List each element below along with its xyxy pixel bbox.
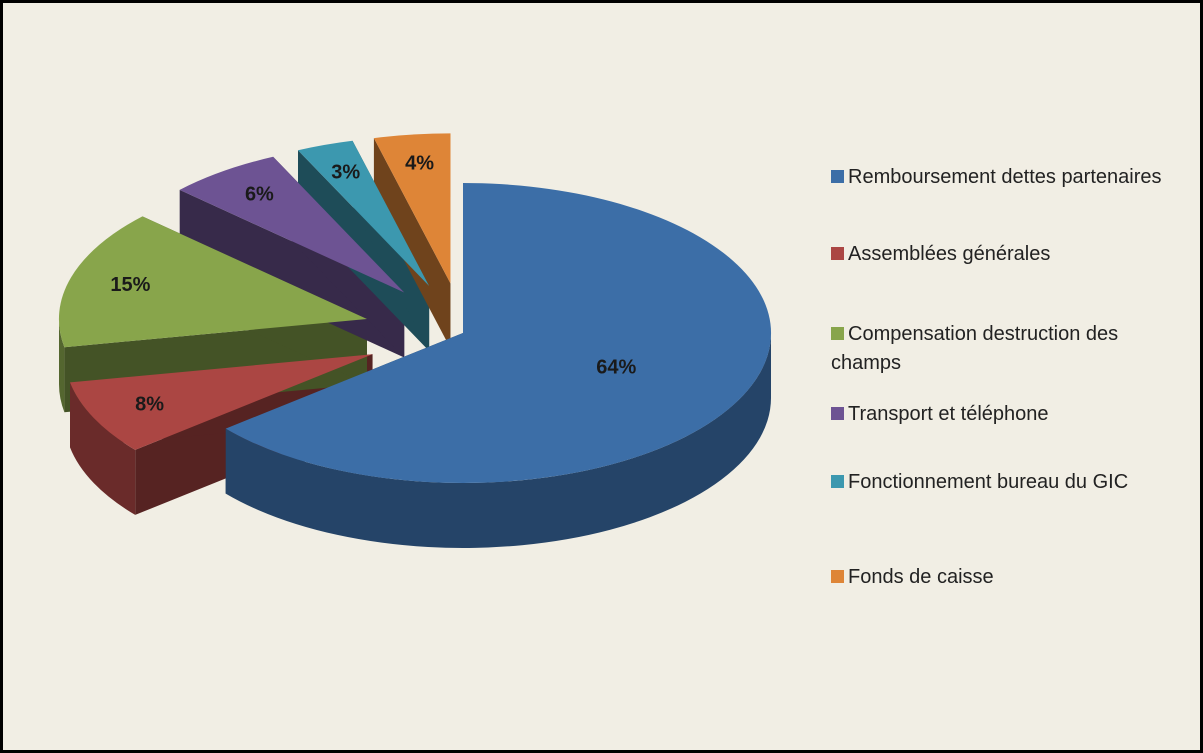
legend-swatch	[831, 407, 844, 420]
pie-slice	[225, 183, 772, 483]
data-label: 3%	[331, 161, 360, 183]
legend-label: Remboursement dettes partenaires	[848, 166, 1162, 188]
legend-item: Transport et téléphone	[831, 400, 1181, 429]
legend-label: Fonctionnement bureau du GIC	[848, 471, 1129, 493]
slice-side	[58, 319, 65, 413]
slice-side	[70, 382, 136, 515]
data-label: 4%	[405, 153, 434, 175]
slice-cut-face	[373, 138, 451, 349]
pie-slice	[70, 354, 373, 450]
legend-label: Fonds de caisse	[848, 566, 994, 588]
legend-label: Assemblées générales	[848, 243, 1051, 265]
legend-item: Remboursement dettes partenaires	[831, 163, 1181, 192]
pie-area: 64% 8% 15% 6% 3% 4%	[58, 133, 772, 548]
legend-swatch	[831, 570, 844, 583]
pie-slice	[58, 216, 367, 348]
legend-label: Compensation destruction des champs	[831, 323, 1119, 374]
legend-swatch	[831, 247, 844, 260]
legend-swatch	[831, 475, 844, 488]
legend-item: Compensation destruction des champs	[831, 320, 1181, 378]
pie-slice	[179, 156, 405, 293]
slice-side	[225, 333, 771, 548]
data-label: 64%	[596, 356, 636, 378]
legend-label: Transport et téléphone	[848, 403, 1049, 425]
data-label: 6%	[245, 184, 274, 206]
legend-swatch	[831, 170, 844, 183]
data-label: 15%	[110, 274, 150, 296]
pie-slice	[373, 133, 451, 284]
legend-swatch	[831, 327, 844, 340]
pie-slice	[298, 140, 430, 286]
legend-item: Assemblées générales	[831, 240, 1181, 269]
data-label: 8%	[135, 394, 164, 416]
legend-item: Fonctionnement bureau du GIC	[831, 468, 1181, 497]
legend-item: Fonds de caisse	[831, 563, 1181, 592]
